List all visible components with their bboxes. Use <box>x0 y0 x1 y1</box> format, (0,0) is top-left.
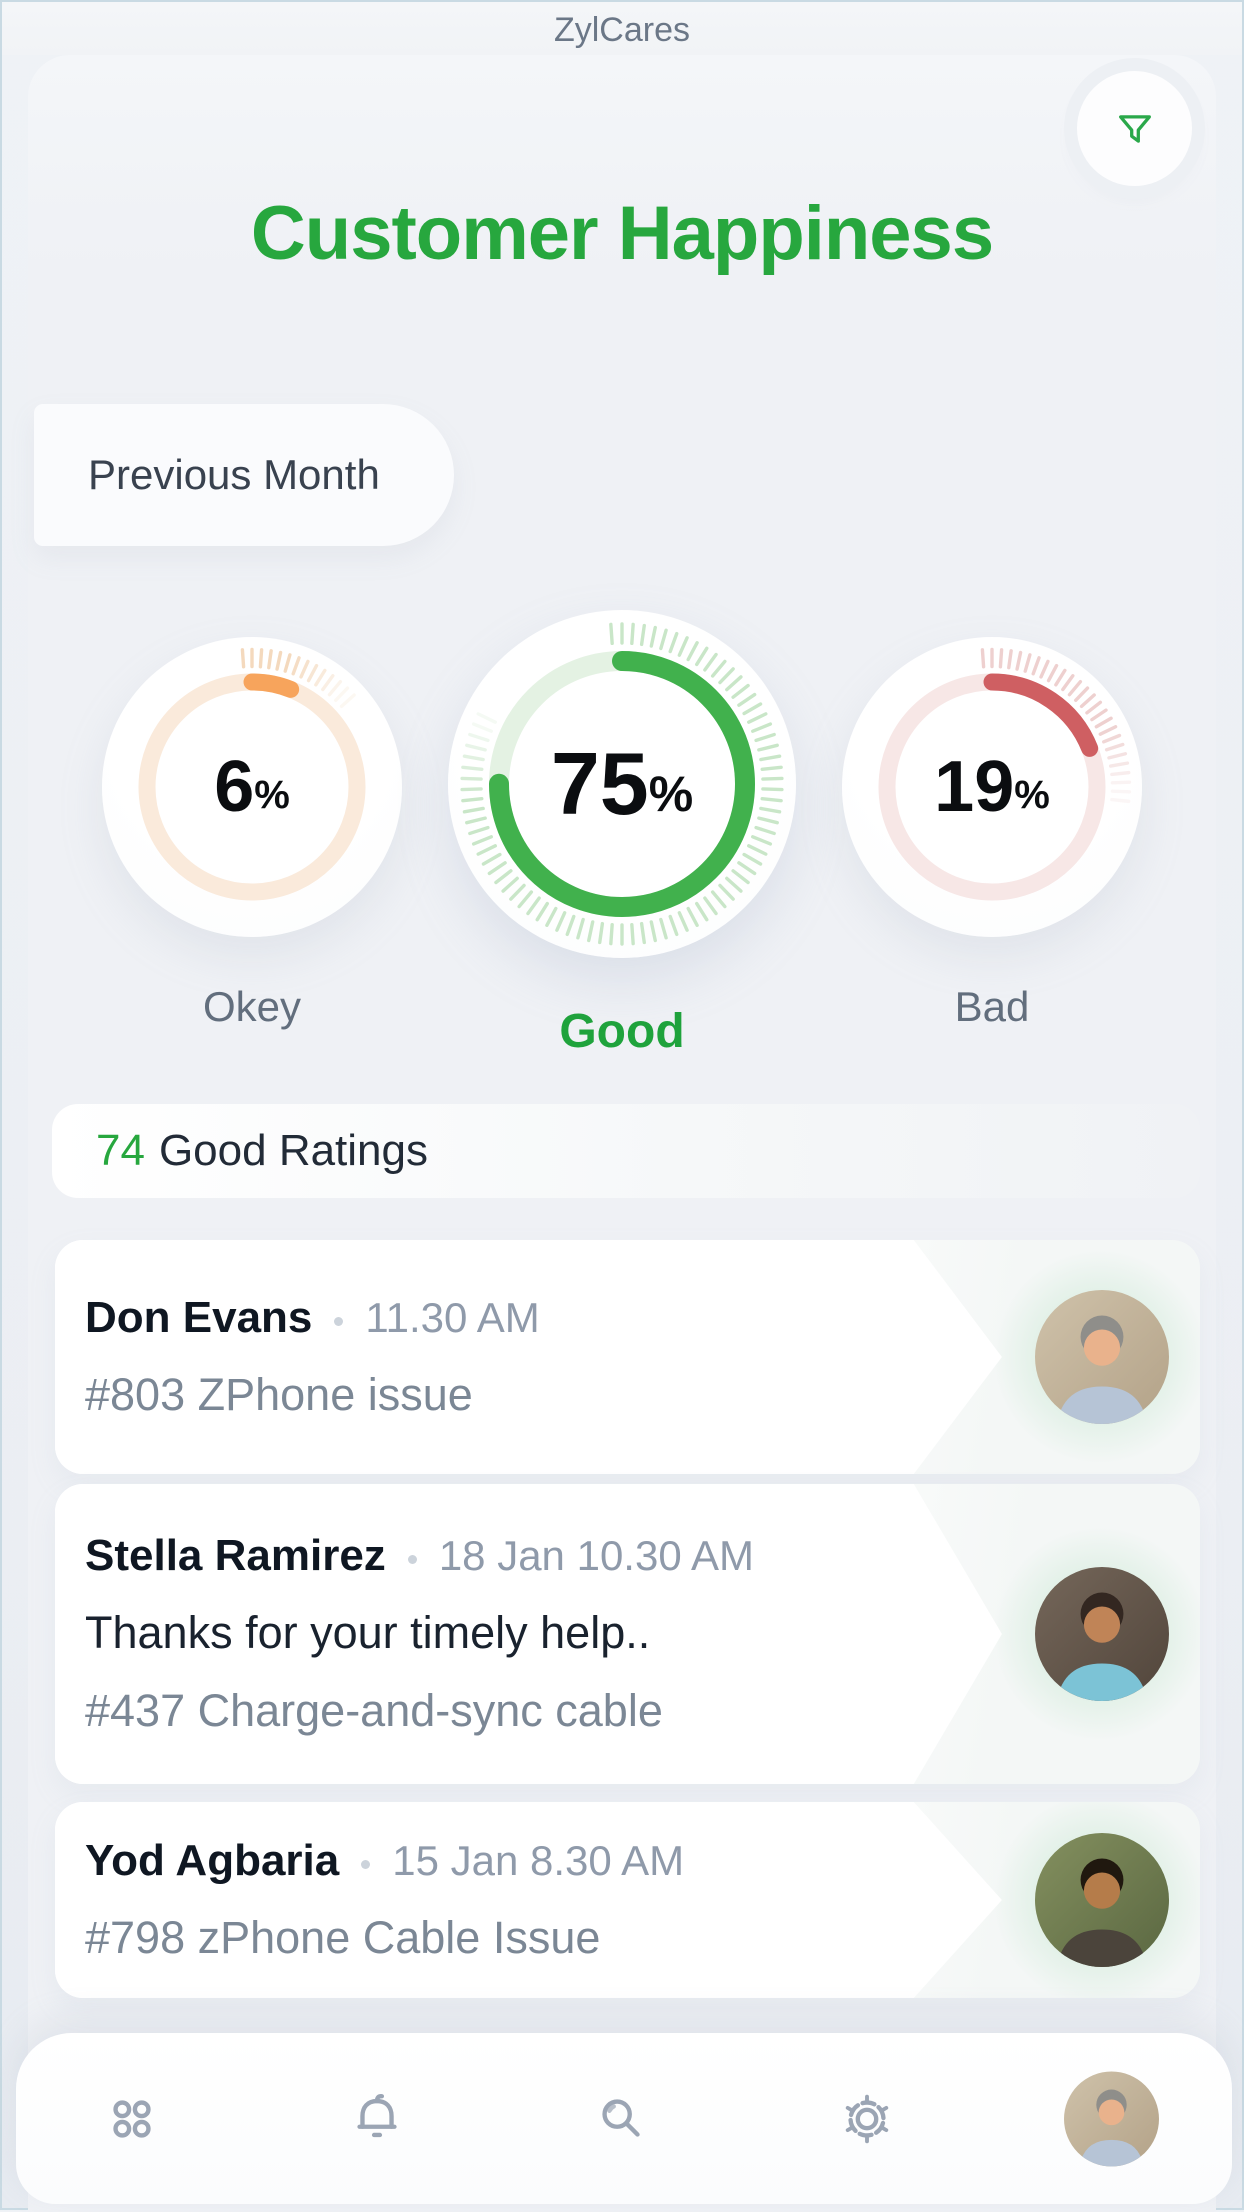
dot-separator-icon <box>361 1859 371 1869</box>
gauge: 75% Good <box>448 609 796 1059</box>
gauge-percent: 19% <box>842 637 1142 937</box>
filter-funnel-icon <box>1118 114 1151 143</box>
rating-item[interactable]: Stella Ramirez 18 Jan 10.30 AM Thanks fo… <box>55 1484 1200 1784</box>
gauge-dial: 19% <box>842 637 1142 937</box>
gauge-unit: % <box>1014 772 1050 817</box>
gauge-dial: 6% <box>102 637 402 937</box>
page-title: Customer Happiness <box>250 191 994 276</box>
gauge-percent: 6% <box>102 637 402 937</box>
gear-icon <box>845 2094 889 2143</box>
rating-title-row: Stella Ramirez 18 Jan 10.30 AM <box>85 1531 1002 1581</box>
gauge-unit: % <box>254 772 290 817</box>
rating-item[interactable]: Yod Agbaria 15 Jan 8.30 AM #798 zPhone C… <box>55 1802 1200 1998</box>
gauge-arc <box>878 647 1132 901</box>
gauge: 19% Bad <box>842 637 1142 1031</box>
ticket-reference: #798 zPhone Cable Issue <box>85 1912 601 1963</box>
gauge-value: 6 <box>214 747 255 827</box>
ratings-header: 74 Good Ratings <box>52 1104 1200 1198</box>
grid-icon <box>113 2099 151 2138</box>
ratings-count: 74 <box>96 1126 145 1175</box>
rating-message: Thanks for your timely help.. <box>85 1607 651 1658</box>
rating-card: Yod Agbaria 15 Jan 8.30 AM #798 zPhone C… <box>55 1802 1002 1998</box>
nav-item-dashboard[interactable] <box>100 2087 164 2151</box>
avatar-photo <box>1035 1567 1169 1701</box>
rating-title-row: Yod Agbaria 15 Jan 8.30 AM <box>85 1836 1002 1886</box>
ratings-label: Good Ratings <box>158 1126 429 1175</box>
dot-separator-icon <box>407 1554 417 1564</box>
customer-avatar <box>1035 1567 1169 1701</box>
ticket-reference: #437 Charge-and-sync cable <box>85 1685 663 1736</box>
customer-name: Don Evans <box>85 1293 313 1342</box>
gauge-label: Good <box>559 1004 685 1058</box>
rating-card: Don Evans 11.30 AM #803 ZPhone issue <box>55 1240 1002 1474</box>
dot-separator-icon <box>334 1316 344 1326</box>
gauge: 6% Okey <box>102 637 402 1031</box>
customer-name: Stella Ramirez <box>85 1531 386 1580</box>
gauge-label: Okey <box>202 983 302 1030</box>
rating-item[interactable]: Don Evans 11.30 AM #803 ZPhone issue <box>55 1240 1200 1474</box>
ticket-reference: #803 ZPhone issue <box>85 1369 473 1420</box>
rating-timestamp: 15 Jan 8.30 AM <box>392 1837 685 1884</box>
bottom-nav <box>16 2033 1232 2204</box>
search-icon <box>602 2098 640 2137</box>
rating-timestamp: 11.30 AM <box>365 1294 540 1341</box>
customer-avatar <box>1035 1290 1169 1424</box>
gauge-arc <box>138 647 366 901</box>
status-bar: ZylCares <box>2 2 1242 55</box>
nav-profile-avatar[interactable] <box>1064 2071 1159 2166</box>
gauge-unit: % <box>648 765 694 822</box>
avatar-photo <box>1064 2071 1159 2166</box>
customer-name: Yod Agbaria <box>85 1836 340 1885</box>
bell-icon <box>357 2093 397 2137</box>
gauge-value: 75 <box>550 733 649 833</box>
avatar-photo <box>1035 1290 1169 1424</box>
nav-item-search[interactable] <box>590 2087 654 2151</box>
main-card: Customer Happiness Previous Month 6% Oke… <box>28 55 1216 2212</box>
happiness-gauges: 6% Okey 75% Good 19% Bad <box>28 606 1216 1062</box>
gauge-arc <box>460 621 784 946</box>
customer-avatar <box>1035 1833 1169 1967</box>
rating-title-row: Don Evans 11.30 AM <box>85 1293 1002 1343</box>
gauge-dial: 75% <box>448 609 796 958</box>
period-filter-button[interactable]: Previous Month <box>34 404 454 546</box>
nav-item-notifications[interactable] <box>345 2087 409 2151</box>
rating-card: Stella Ramirez 18 Jan 10.30 AM Thanks fo… <box>55 1484 1002 1784</box>
filter-button[interactable] <box>1077 71 1192 186</box>
nav-item-settings[interactable] <box>835 2087 899 2151</box>
gauge-percent: 75% <box>448 610 796 958</box>
app-title: ZylCares <box>553 11 691 49</box>
avatar-photo <box>1035 1833 1169 1967</box>
gauge-label: Bad <box>954 983 1030 1030</box>
gauge-value: 19 <box>934 747 1015 827</box>
rating-timestamp: 18 Jan 10.30 AM <box>438 1532 755 1579</box>
